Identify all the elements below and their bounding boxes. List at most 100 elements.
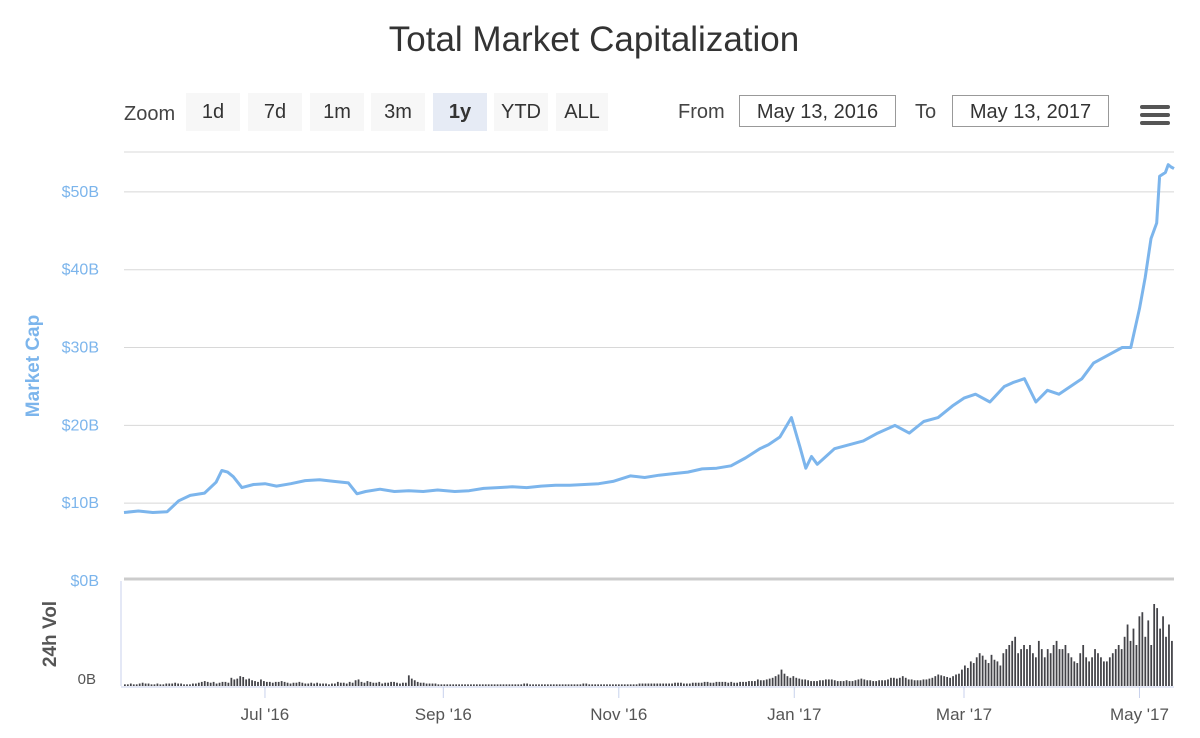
volume-bar bbox=[819, 680, 821, 686]
volume-bar bbox=[875, 681, 878, 686]
volume-bar bbox=[366, 681, 369, 686]
volume-bar bbox=[922, 679, 925, 686]
volume-bar bbox=[993, 659, 996, 686]
volume-bar bbox=[665, 683, 668, 686]
volume-bar bbox=[1117, 645, 1120, 686]
volume-bar bbox=[913, 680, 916, 686]
volume-bar bbox=[567, 684, 570, 686]
volume-bar bbox=[239, 676, 242, 686]
volume-bar bbox=[671, 683, 673, 686]
volume-bar bbox=[1111, 653, 1114, 686]
volume-bar bbox=[1040, 649, 1043, 686]
volume-bar bbox=[881, 680, 883, 686]
volume-bars bbox=[124, 604, 1173, 686]
volume-bar bbox=[964, 665, 966, 686]
volume-bar bbox=[1165, 636, 1167, 686]
volume-bar bbox=[792, 676, 795, 686]
volume-bar bbox=[833, 680, 836, 686]
volume-bar bbox=[197, 682, 200, 686]
from-label: From bbox=[678, 101, 725, 123]
volume-bar bbox=[1020, 649, 1022, 686]
volume-bar bbox=[473, 684, 475, 686]
volume-bar bbox=[901, 676, 904, 686]
volume-bar bbox=[629, 684, 632, 686]
zoom-label: Zoom bbox=[124, 103, 176, 125]
volume-bar bbox=[283, 681, 286, 686]
volume-bar bbox=[212, 681, 215, 686]
zoom-button-ytd[interactable]: YTD bbox=[494, 93, 548, 131]
volume-bar bbox=[221, 681, 224, 686]
volume-bar bbox=[999, 665, 1002, 686]
volume-bar bbox=[958, 673, 960, 686]
volume-bar bbox=[691, 682, 694, 686]
volume-bar bbox=[680, 682, 682, 686]
volume-bar bbox=[748, 681, 750, 686]
volume-bar bbox=[292, 682, 295, 686]
y-axis-label-market-cap: Market Cap bbox=[23, 315, 44, 417]
volume-bar bbox=[774, 676, 777, 686]
volume-bar bbox=[1085, 657, 1088, 686]
x-tick-label: Mar '17 bbox=[936, 705, 992, 724]
zoom-button-7d[interactable]: 7d bbox=[248, 93, 302, 131]
volume-bar bbox=[1126, 624, 1129, 686]
volume-bar bbox=[762, 680, 765, 686]
volume-bar bbox=[845, 680, 848, 686]
volume-bar bbox=[668, 683, 670, 686]
zoom-button-3m[interactable]: 3m bbox=[371, 93, 425, 131]
volume-bar bbox=[795, 677, 798, 686]
volume-bar bbox=[514, 684, 517, 686]
volume-bar bbox=[307, 683, 310, 686]
volume-bar bbox=[478, 684, 481, 686]
volume-bar bbox=[263, 681, 265, 686]
volume-bar bbox=[230, 677, 233, 686]
volume-bar bbox=[1138, 616, 1141, 686]
zoom-button-1y[interactable]: 1y bbox=[433, 93, 487, 131]
volume-bar bbox=[576, 684, 579, 686]
volume-bar bbox=[736, 682, 739, 686]
volume-bar bbox=[783, 673, 786, 686]
volume-bar bbox=[428, 683, 431, 686]
volume-bar bbox=[715, 681, 718, 686]
volume-bar bbox=[399, 683, 401, 686]
volume-bar bbox=[907, 679, 910, 686]
volume-bar bbox=[931, 677, 934, 686]
volume-bar bbox=[490, 684, 493, 686]
x-tick-label: May '17 bbox=[1110, 705, 1169, 724]
volume-bar bbox=[827, 679, 830, 686]
y-tick-label: $0B bbox=[71, 573, 99, 590]
volume-bar bbox=[904, 677, 907, 686]
volume-bar bbox=[878, 680, 880, 686]
volume-bar bbox=[156, 683, 159, 686]
volume-bar bbox=[470, 684, 472, 686]
volume-bar bbox=[209, 682, 212, 686]
volume-bar bbox=[1150, 645, 1153, 686]
volume-bar bbox=[943, 676, 946, 686]
volume-bar bbox=[910, 679, 913, 686]
volume-bar bbox=[620, 684, 623, 686]
to-date-input[interactable]: May 13, 2017 bbox=[952, 95, 1109, 127]
volume-bar bbox=[798, 678, 801, 686]
volume-bar bbox=[289, 683, 292, 686]
volume-bar bbox=[443, 684, 446, 686]
hamburger-menu-icon[interactable] bbox=[1140, 105, 1170, 127]
market-cap-line bbox=[123, 163, 1175, 514]
volume-bar bbox=[393, 681, 395, 686]
volume-bar bbox=[135, 684, 138, 686]
zoom-button-1m[interactable]: 1m bbox=[310, 93, 364, 131]
volume-bar bbox=[745, 681, 747, 686]
zoom-button-1d[interactable]: 1d bbox=[186, 93, 240, 131]
volume-bar bbox=[860, 678, 863, 686]
volume-bar bbox=[467, 684, 469, 686]
volume-bar bbox=[603, 684, 605, 686]
volume-bar bbox=[413, 680, 416, 686]
zoom-button-all[interactable]: ALL bbox=[556, 93, 608, 131]
from-date-input[interactable]: May 13, 2016 bbox=[739, 95, 896, 127]
volume-bar bbox=[863, 679, 866, 686]
volume-bar bbox=[257, 681, 259, 686]
volume-bar bbox=[159, 684, 162, 686]
volume-bar bbox=[227, 682, 230, 686]
volume-bar bbox=[177, 683, 180, 686]
volume-bar bbox=[351, 682, 354, 686]
volume-bar bbox=[180, 683, 182, 686]
volume-bar bbox=[546, 684, 549, 686]
